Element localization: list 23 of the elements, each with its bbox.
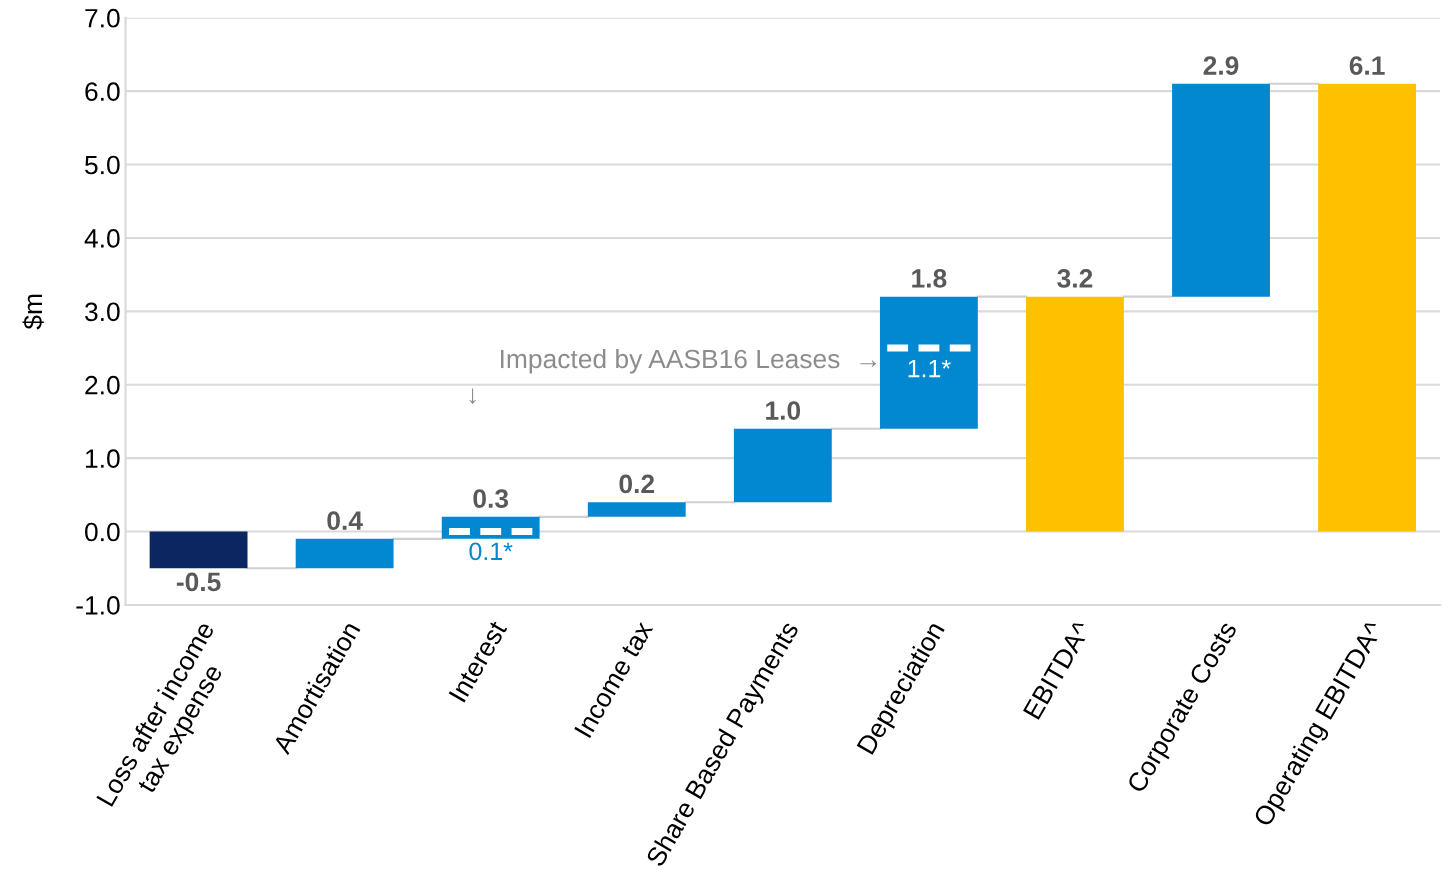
y-axis-title: $m xyxy=(22,294,44,330)
y-tick-label: 3.0 xyxy=(85,302,120,322)
annotation: Impacted by AASB16 Leases → xyxy=(501,348,877,374)
y-tick-label: 4.0 xyxy=(84,229,120,248)
data-label: 6.1 xyxy=(1349,56,1385,75)
data-label: 3.2 xyxy=(1057,269,1093,288)
y-tick-label: 0.0 xyxy=(85,522,120,542)
data-label: 0.4 xyxy=(327,511,363,530)
annotation: 0.1* xyxy=(469,542,513,561)
data-label: -0.5 xyxy=(176,572,221,592)
annotation: ↓ xyxy=(469,388,476,405)
annotation: 1.1* xyxy=(908,359,951,378)
y-tick-label: 7.0 xyxy=(85,8,120,28)
data-label: 0.3 xyxy=(473,489,509,509)
data-label: 2.9 xyxy=(1203,56,1239,75)
y-tick-label: 1.0 xyxy=(86,449,120,468)
data-label: 0.2 xyxy=(619,474,655,494)
y-tick-label: -1.0 xyxy=(76,596,120,615)
y-tick-label: 6.0 xyxy=(85,82,120,101)
data-label: 1.8 xyxy=(912,269,947,288)
y-tick-label: 2.0 xyxy=(85,375,120,395)
data-label: 1.0 xyxy=(766,401,801,420)
y-tick-label: 5.0 xyxy=(85,155,120,175)
